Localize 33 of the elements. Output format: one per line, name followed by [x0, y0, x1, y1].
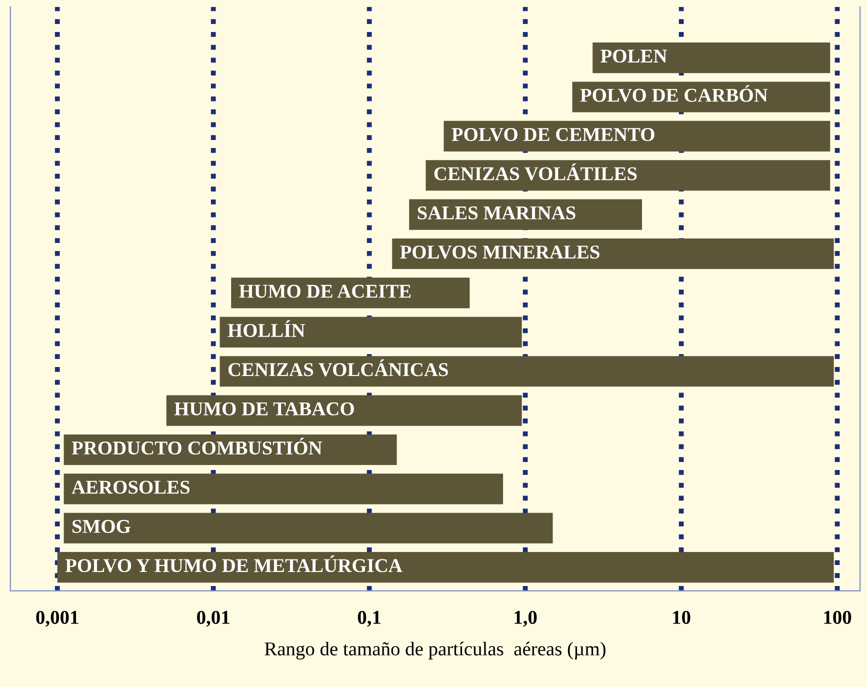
y-tick-label: HUMO DE ACEITE: [239, 284, 411, 298]
x-tick-label: 0,001: [36, 610, 78, 627]
bar: [231, 278, 470, 308]
y-tick-label: PRODUCTO COMBUSTIÓN: [72, 438, 322, 455]
bar: [392, 238, 834, 270]
y-tick-label: SALES MARINAS: [418, 206, 576, 220]
bar: [426, 160, 830, 191]
bar: [57, 552, 834, 583]
x-tick-label: 100: [824, 610, 852, 624]
y-tick-label: POLVOS MINERALES: [400, 246, 600, 259]
y-tick-label: AEROSOLES: [72, 480, 190, 494]
bar: [220, 356, 834, 387]
x-tick-label: 0,01: [197, 610, 230, 627]
bar: [592, 42, 830, 74]
bar: [64, 512, 553, 544]
bar: [166, 395, 522, 426]
x-tick-label: 1,0: [514, 610, 537, 627]
y-tick-label: POLVO DE CEMENTO: [452, 128, 654, 142]
y-tick-label: POLEN: [600, 50, 667, 63]
x-tick-label: 0,1: [358, 610, 380, 627]
y-tick-label: CENIZAS VOLCÁNICAS: [228, 359, 448, 376]
y-tick-label: CENIZAS VOLÁTILES: [434, 163, 637, 180]
bar: [572, 82, 830, 112]
y-tick-label: HUMO DE TABACO: [174, 402, 354, 416]
y-tick-label: POLVO Y HUMO DE METALÚRGICA: [65, 555, 402, 572]
bar: [444, 120, 830, 152]
x-axis-title: Rango de tamaño de partículas aéreas (µm): [264, 642, 606, 660]
bar: [64, 474, 504, 504]
y-tick-label: POLVO DE CARBÓN: [580, 85, 768, 102]
y-tick-label: SMOG: [72, 520, 130, 533]
y-tick-label: HOLLÍN: [228, 320, 306, 338]
bar: [220, 316, 522, 348]
x-tick-label: 10: [673, 610, 690, 624]
